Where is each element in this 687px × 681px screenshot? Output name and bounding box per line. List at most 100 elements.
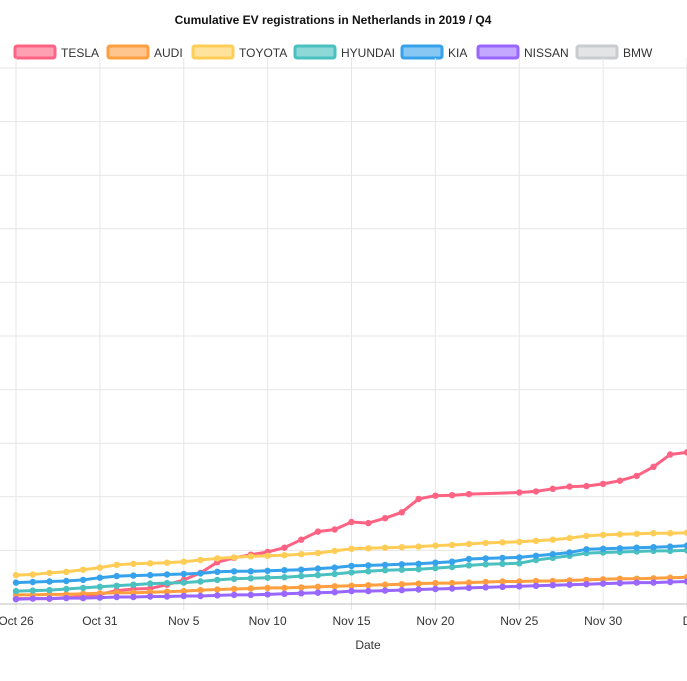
data-point-tesla-25[interactable] <box>448 492 456 499</box>
data-point-hyundai-4[interactable] <box>79 584 87 592</box>
data-point-toyota-20[interactable] <box>348 545 355 552</box>
data-point-hyundai-2[interactable] <box>46 586 53 594</box>
data-point-nissan-8[interactable] <box>147 593 154 600</box>
data-point-kia-6[interactable] <box>113 572 120 580</box>
data-point-nissan-35[interactable] <box>599 580 607 587</box>
data-point-toyota-33[interactable] <box>566 534 573 542</box>
data-point-tesla-19[interactable] <box>348 518 355 526</box>
data-point-nissan-14[interactable] <box>247 591 254 599</box>
data-point-kia-16[interactable] <box>281 567 288 574</box>
data-point-audi-13[interactable] <box>230 585 238 593</box>
data-point-tesla-34[interactable] <box>633 472 640 480</box>
data-point-tesla-31[interactable] <box>583 482 590 490</box>
data-point-toyota-29[interactable] <box>499 539 506 546</box>
data-point-nissan-30[interactable] <box>516 583 523 590</box>
data-point-tesla-27[interactable] <box>516 489 523 496</box>
data-point-tesla-22[interactable] <box>398 509 405 516</box>
data-point-nissan-2[interactable] <box>46 595 53 602</box>
data-point-kia-0[interactable] <box>12 579 20 586</box>
data-point-hyundai-25[interactable] <box>432 564 439 572</box>
data-point-kia-36[interactable] <box>616 545 624 552</box>
data-point-hyundai-6[interactable] <box>113 582 120 589</box>
data-point-kia-27[interactable] <box>465 555 473 563</box>
data-point-tesla-30[interactable] <box>566 483 573 490</box>
data-point-kia-9[interactable] <box>163 571 171 578</box>
data-point-nissan-27[interactable] <box>465 584 473 592</box>
data-point-toyota-30[interactable] <box>516 538 523 545</box>
data-point-audi-14[interactable] <box>247 585 254 592</box>
data-point-audi-15[interactable] <box>264 584 271 592</box>
data-point-nissan-28[interactable] <box>482 584 489 591</box>
data-point-nissan-18[interactable] <box>314 589 322 596</box>
data-point-kia-11[interactable] <box>197 570 204 577</box>
data-point-tesla-26[interactable] <box>465 490 473 498</box>
data-point-audi-25[interactable] <box>432 579 439 587</box>
data-point-audi-26[interactable] <box>448 579 456 587</box>
legend-swatch-hyundai[interactable] <box>293 44 337 60</box>
data-point-nissan-40[interactable] <box>683 578 687 585</box>
data-point-toyota-1[interactable] <box>29 571 36 578</box>
legend-swatch-toyota[interactable] <box>191 44 235 60</box>
data-point-nissan-37[interactable] <box>633 579 640 586</box>
data-point-hyundai-13[interactable] <box>230 575 238 582</box>
data-point-kia-20[interactable] <box>348 562 355 570</box>
data-point-hyundai-7[interactable] <box>130 581 137 588</box>
data-point-tesla-24[interactable] <box>432 492 439 499</box>
data-point-toyota-39[interactable] <box>667 530 674 537</box>
data-point-kia-38[interactable] <box>650 544 657 551</box>
data-point-nissan-20[interactable] <box>348 587 355 595</box>
data-point-toyota-32[interactable] <box>549 536 556 543</box>
data-point-toyota-37[interactable] <box>633 530 640 537</box>
legend-label-audi[interactable]: AUDI <box>154 46 183 60</box>
data-point-tesla-33[interactable] <box>616 477 624 484</box>
data-point-kia-29[interactable] <box>499 554 506 562</box>
data-point-nissan-26[interactable] <box>448 585 456 592</box>
data-point-toyota-28[interactable] <box>482 539 489 547</box>
data-point-kia-1[interactable] <box>29 578 36 586</box>
legend-label-hyundai[interactable]: HYUNDAI <box>341 46 395 60</box>
data-point-audi-23[interactable] <box>398 581 405 588</box>
data-point-tesla-32[interactable] <box>599 480 607 488</box>
data-point-nissan-6[interactable] <box>113 593 120 601</box>
data-point-audi-16[interactable] <box>281 584 288 592</box>
data-point-kia-12[interactable] <box>214 568 221 575</box>
data-point-tesla-21[interactable] <box>381 515 389 522</box>
legend-label-tesla[interactable]: TESLA <box>61 46 99 60</box>
data-point-toyota-8[interactable] <box>147 560 154 567</box>
data-point-toyota-40[interactable] <box>683 529 687 536</box>
data-point-hyundai-22[interactable] <box>381 567 389 574</box>
data-point-tesla-29[interactable] <box>549 485 556 492</box>
data-point-nissan-12[interactable] <box>214 592 221 599</box>
data-point-hyundai-3[interactable] <box>63 585 70 593</box>
data-point-nissan-32[interactable] <box>549 582 556 589</box>
data-point-nissan-3[interactable] <box>63 594 70 602</box>
data-point-hyundai-21[interactable] <box>365 568 372 575</box>
data-point-toyota-16[interactable] <box>281 552 288 559</box>
data-point-toyota-35[interactable] <box>599 531 607 539</box>
data-point-kia-19[interactable] <box>331 564 338 571</box>
legend-swatch-bmw[interactable] <box>575 44 619 60</box>
data-point-audi-30[interactable] <box>516 578 523 585</box>
data-point-kia-32[interactable] <box>549 551 556 558</box>
data-point-nissan-16[interactable] <box>281 590 288 597</box>
data-point-toyota-21[interactable] <box>365 545 372 552</box>
data-point-nissan-17[interactable] <box>298 590 305 597</box>
data-point-nissan-5[interactable] <box>96 594 104 601</box>
data-point-toyota-26[interactable] <box>448 541 456 549</box>
data-point-hyundai-40[interactable] <box>683 547 687 554</box>
data-point-toyota-5[interactable] <box>96 564 104 571</box>
legend-swatch-audi[interactable] <box>106 44 150 60</box>
data-point-nissan-11[interactable] <box>197 592 204 600</box>
data-point-kia-21[interactable] <box>365 562 372 569</box>
data-point-hyundai-5[interactable] <box>96 583 104 590</box>
data-point-hyundai-29[interactable] <box>499 560 506 567</box>
data-point-kia-5[interactable] <box>96 574 104 581</box>
legend-label-nissan[interactable]: NISSAN <box>524 46 569 60</box>
data-point-toyota-9[interactable] <box>163 559 171 566</box>
data-point-toyota-31[interactable] <box>532 537 540 544</box>
data-point-hyundai-12[interactable] <box>214 576 221 584</box>
data-point-nissan-19[interactable] <box>331 589 338 596</box>
data-point-kia-23[interactable] <box>398 561 405 568</box>
data-point-audi-9[interactable] <box>163 588 171 595</box>
data-point-nissan-22[interactable] <box>381 587 389 594</box>
